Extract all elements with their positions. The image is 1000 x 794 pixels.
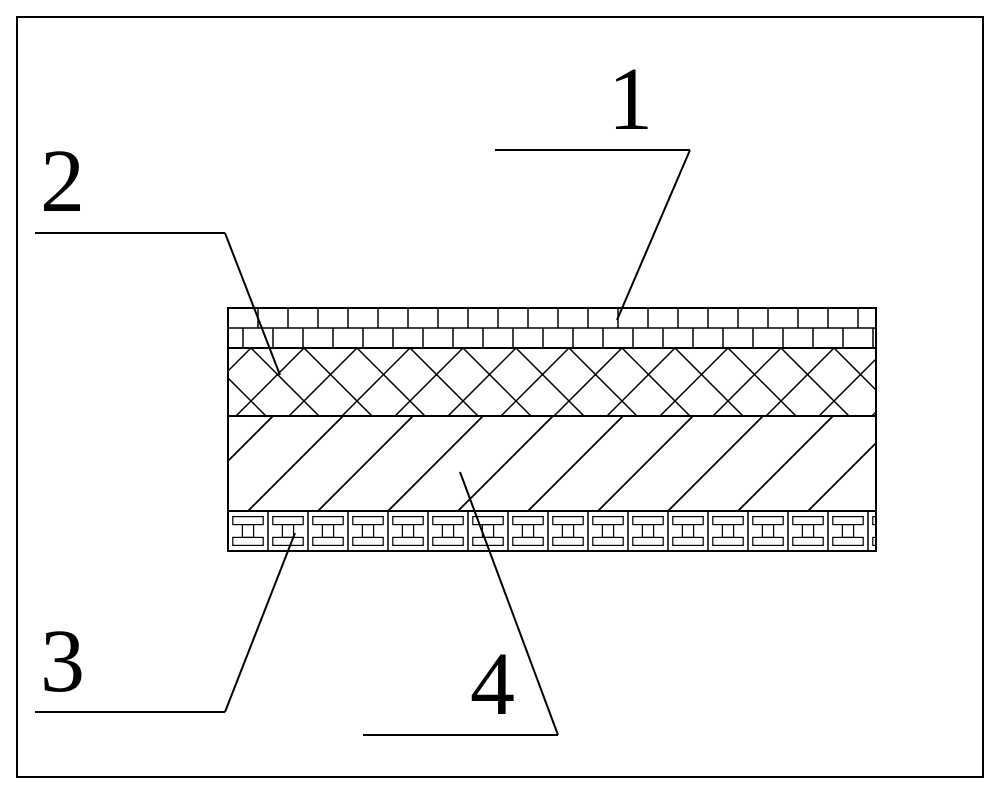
label-4: 4 — [470, 633, 515, 736]
label-3: 3 — [40, 610, 85, 713]
label-1: 1 — [608, 48, 653, 151]
label-2: 2 — [40, 130, 85, 233]
